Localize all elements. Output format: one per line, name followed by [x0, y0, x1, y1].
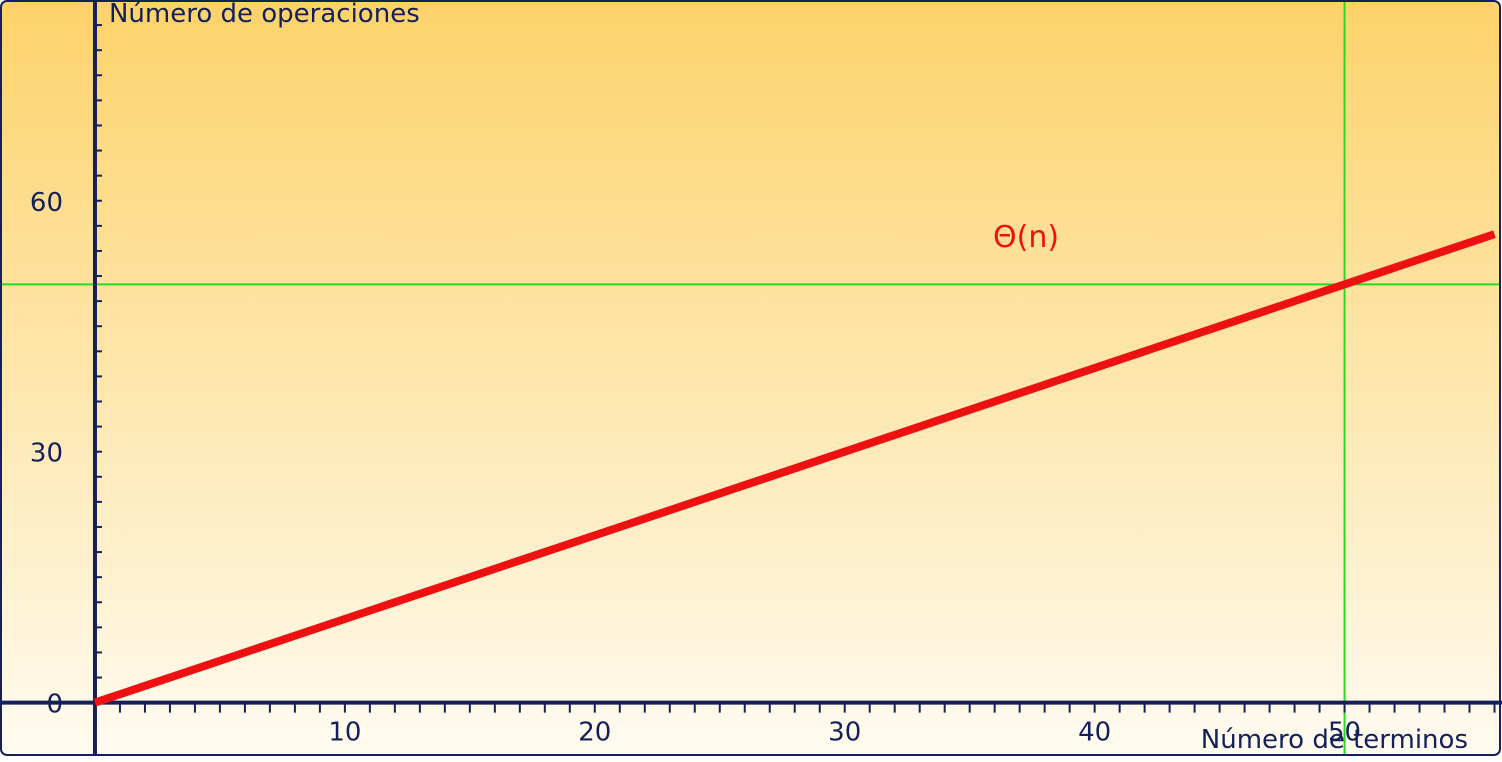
y-axis-label: Número de operaciones — [109, 0, 420, 29]
y-tick-label: 0 — [46, 690, 63, 720]
x-tick-label: 50 — [1328, 718, 1361, 748]
y-tick-label: 60 — [30, 188, 63, 218]
x-axis-label: Número de terminos — [1201, 725, 1468, 755]
x-tick-label: 40 — [1078, 718, 1111, 748]
series-line-0 — [93, 230, 1496, 707]
x-tick-label: 20 — [578, 718, 611, 748]
x-tick-label: 30 — [828, 718, 861, 748]
x-tick-label: 10 — [328, 718, 361, 748]
series-label-0: Θ(n) — [993, 220, 1059, 255]
y-tick-label: 30 — [30, 439, 63, 469]
